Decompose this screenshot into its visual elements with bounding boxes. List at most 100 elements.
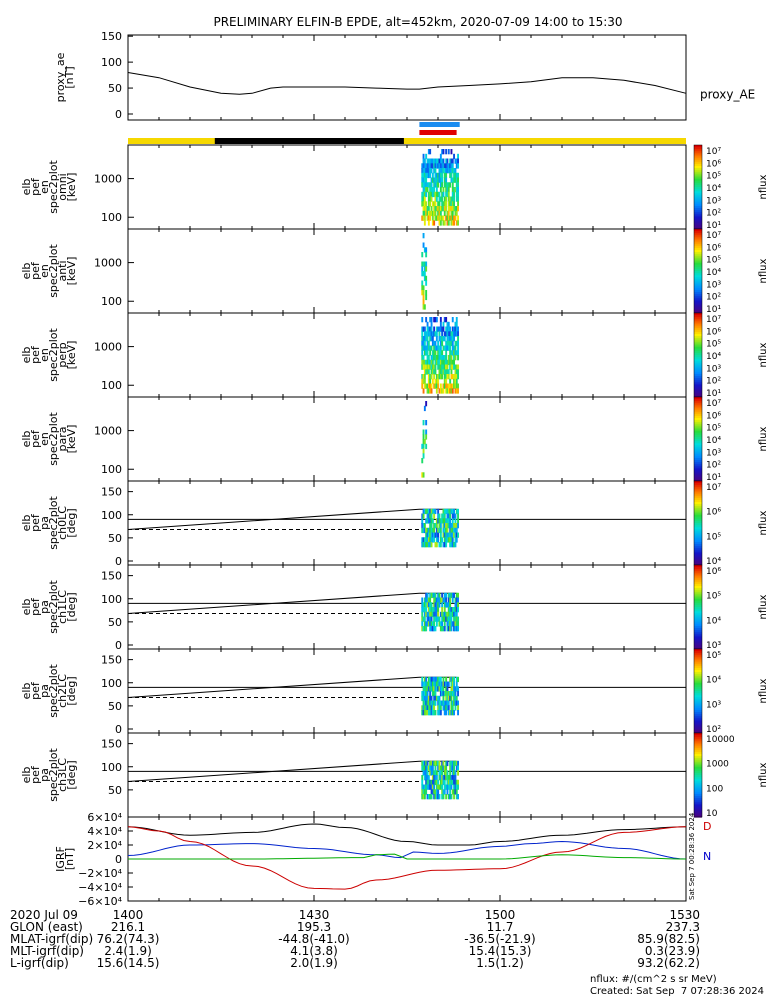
spectrogram-cell — [425, 401, 428, 407]
spectrogram-cell — [438, 676, 441, 683]
spectrogram-cell — [426, 187, 429, 193]
spectrogram-cell — [431, 621, 434, 627]
spectrogram-cell — [450, 336, 453, 342]
spectrogram-cell — [445, 695, 448, 702]
spectrogram-cell — [427, 215, 430, 221]
spectrogram-cell — [443, 784, 446, 790]
spectrogram-cell — [425, 700, 428, 706]
spectrogram-cell — [435, 760, 438, 767]
spectrogram-cell — [430, 508, 433, 515]
spectrogram-cell — [451, 388, 454, 394]
spectrogram-cell — [427, 201, 430, 207]
spectrogram-cell — [429, 326, 432, 332]
spectrogram-cell — [439, 369, 442, 375]
spectrogram-cell — [453, 532, 455, 538]
y-tick-label: 100 — [101, 56, 122, 69]
y-axis-label: pef — [29, 345, 42, 364]
colorbar-segment — [694, 590, 702, 593]
spectrogram-cell — [450, 765, 453, 771]
spectrogram-cell — [423, 187, 426, 193]
spectrogram-cell — [443, 681, 446, 687]
colorbar-segment — [694, 464, 702, 467]
spectrogram-cell — [450, 527, 453, 534]
spectrogram-cell — [443, 383, 446, 389]
colorbar-segment — [694, 554, 702, 558]
spectrogram-cell — [443, 775, 446, 781]
spectrogram-cell — [453, 523, 455, 529]
spectrogram-cell — [455, 508, 458, 515]
panel-frame — [127, 396, 687, 482]
collection-bar-red — [419, 130, 457, 135]
spectrogram-cell — [447, 321, 450, 328]
spectrogram-cell — [441, 789, 444, 795]
colorbar-segment — [694, 621, 702, 625]
spectrogram-cell — [433, 616, 436, 622]
spectrogram-cell — [425, 443, 428, 450]
panel-frame — [127, 648, 687, 734]
spectrogram-cell — [439, 686, 442, 692]
footer-row-value: 15.4(15.3) — [468, 944, 532, 958]
spectrogram-cell — [457, 331, 459, 337]
spectrogram-cell — [429, 158, 432, 164]
spectrogram-cell — [439, 321, 442, 328]
spectrogram-cell — [425, 177, 428, 183]
y-tick-label: −2×10⁴ — [78, 867, 122, 880]
colorbar-segment — [694, 611, 702, 614]
spectrogram-cell — [443, 369, 446, 375]
spectrogram-cell — [447, 681, 450, 687]
spectrogram-cell — [443, 700, 446, 706]
colorbar-segment — [694, 415, 702, 419]
spectrogram-cell — [431, 607, 434, 613]
spectrogram-cell — [451, 775, 454, 781]
colorbar-segment — [694, 714, 702, 717]
spectrogram-cell — [427, 784, 430, 790]
spectrogram-cell — [438, 172, 441, 179]
y-tick-label: 1000 — [94, 341, 122, 354]
y-tick-label: 0 — [115, 853, 122, 866]
spectrogram-cell — [429, 331, 432, 337]
y-tick-label: 0 — [115, 639, 122, 652]
spectrogram-cell — [449, 168, 452, 174]
spectrogram-cell — [421, 364, 424, 370]
spectrogram-cell — [421, 285, 424, 291]
spectrogram-cell — [443, 597, 446, 603]
spectrogram-cell — [447, 691, 450, 697]
spectrogram-cell — [437, 355, 440, 361]
y-tick-label: 100 — [101, 677, 122, 690]
spectrogram-cell — [446, 626, 449, 632]
spectrogram-cell — [438, 168, 441, 174]
spectrogram-cell — [442, 616, 445, 622]
spectrogram-cell — [422, 172, 425, 179]
colorbar-segment — [694, 174, 702, 178]
spectrogram-cell — [443, 513, 446, 519]
colorbar-label: nflux — [758, 258, 769, 283]
spectrogram-cell — [425, 765, 428, 771]
spectrogram-cell — [454, 607, 457, 613]
spectrogram-cell — [442, 158, 445, 164]
spectrogram-cell — [438, 602, 441, 608]
spectrogram-cell — [441, 760, 444, 767]
colorbar-segment — [694, 487, 702, 490]
spectrogram-cell — [430, 518, 433, 524]
spectrogram-cell — [442, 508, 445, 515]
spectrogram-cell — [434, 607, 437, 613]
spectrogram-cell — [421, 760, 424, 767]
colorbar-segment — [694, 310, 702, 314]
colorbar-segment — [694, 510, 702, 514]
spectrogram-data — [421, 760, 459, 800]
colorbar-segment — [694, 571, 702, 574]
spectrogram-cell — [447, 784, 450, 790]
spectrogram-cell — [454, 321, 457, 328]
colorbar-segment — [694, 699, 702, 703]
spectrogram-cell — [429, 210, 432, 217]
spectrogram-cell — [430, 355, 433, 361]
spectrogram-cell — [445, 592, 448, 599]
colorbar-segment — [694, 770, 702, 774]
spectrogram-cell — [433, 201, 436, 207]
spectrogram-cell — [446, 374, 449, 380]
spectrogram-cell — [435, 794, 438, 800]
spectrogram-cell — [429, 532, 432, 538]
y-axis-label: perp — [56, 342, 69, 367]
spectrogram-cell — [453, 700, 455, 706]
spectrogram-cell — [441, 784, 444, 790]
